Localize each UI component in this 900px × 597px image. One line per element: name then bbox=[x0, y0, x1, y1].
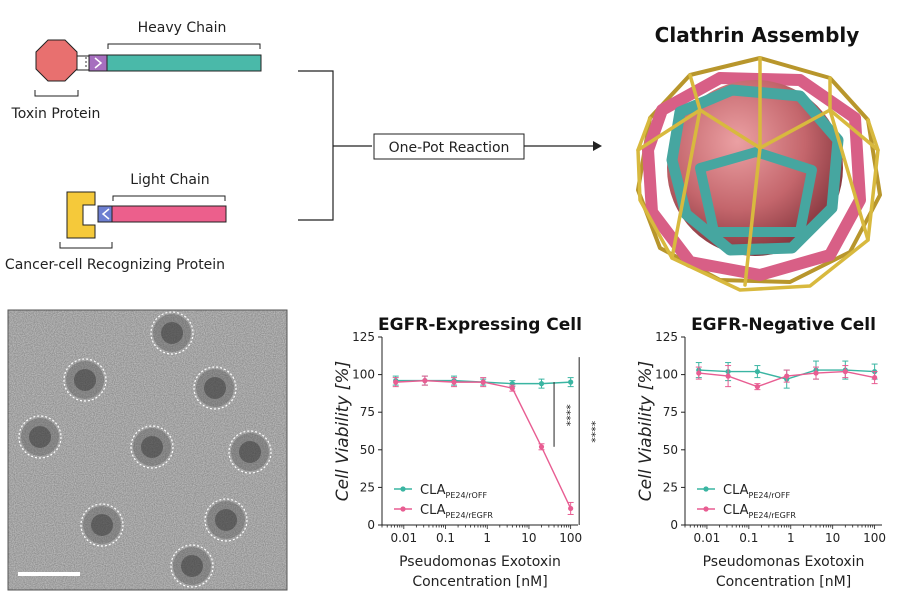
data-point bbox=[422, 378, 428, 384]
significance-label: **** bbox=[585, 421, 598, 444]
x-tick-label: 0.1 bbox=[436, 531, 455, 545]
cage-teal-face bbox=[695, 147, 817, 237]
light-linker bbox=[97, 205, 113, 223]
data-point bbox=[784, 373, 790, 379]
toxin-protein-label: Toxin Protein bbox=[11, 106, 101, 122]
scale-bar bbox=[18, 572, 80, 576]
data-point bbox=[696, 370, 702, 376]
recognizer-protein-shape bbox=[66, 191, 96, 239]
chart-title: EGFR-Negative Cell bbox=[691, 315, 876, 335]
y-tick-label: 25 bbox=[360, 480, 375, 494]
data-point bbox=[872, 375, 878, 381]
x-tick-label: 0.01 bbox=[390, 531, 417, 545]
particle-marker bbox=[18, 415, 62, 459]
chart-egfr-expressing: EGFR-Expressing Cell 0 25 50 75 100 125 0.01 0.1… bbox=[333, 315, 598, 590]
data-point bbox=[509, 385, 515, 391]
particle-marker bbox=[193, 366, 237, 410]
y-axis-label: Cell Viability [%] bbox=[636, 361, 656, 501]
x-tick-label: 10 bbox=[521, 531, 536, 545]
recognizing-protein-label: Cancer-cell Recognizing Protein bbox=[5, 257, 225, 273]
particle-marker bbox=[228, 430, 272, 474]
particle-marker bbox=[170, 544, 214, 588]
data-point bbox=[568, 505, 574, 512]
y-tick-label: 50 bbox=[663, 443, 678, 457]
particle-marker bbox=[63, 358, 107, 402]
legend-entry: CLAPE24/rOFF bbox=[420, 483, 487, 500]
x-axis-label-unit: Concentration [nM] bbox=[412, 574, 547, 590]
y-tick-label: 125 bbox=[352, 330, 375, 344]
x-axis-label: Pseudomonas Exotoxin bbox=[399, 554, 561, 570]
reaction-arrow-icon bbox=[593, 141, 602, 151]
reaction-label: One-Pot Reaction bbox=[389, 140, 510, 156]
tem-micrograph bbox=[7, 309, 288, 591]
x-tick-label: 1 bbox=[787, 531, 795, 545]
legend-entry: CLAPE24/rEGFR bbox=[420, 503, 493, 520]
heavy-chain-construct: Heavy Chain Toxin Protein bbox=[11, 20, 262, 122]
data-point bbox=[754, 384, 761, 390]
chart-title: EGFR-Expressing Cell bbox=[378, 315, 582, 335]
data-point bbox=[451, 379, 457, 385]
heavy-chain-bar bbox=[106, 54, 262, 72]
legend-entry: CLAPE24/rOFF bbox=[723, 483, 790, 500]
toxin-link-segment bbox=[76, 55, 90, 71]
y-tick-label: 25 bbox=[663, 480, 678, 494]
y-tick-label: 100 bbox=[352, 368, 375, 382]
x-tick-label: 10 bbox=[825, 531, 840, 545]
heavy-chain-label: Heavy Chain bbox=[138, 20, 227, 36]
legend-marker bbox=[703, 506, 709, 512]
cage-teal-ring bbox=[666, 84, 844, 256]
data-point bbox=[538, 444, 545, 450]
y-tick-label: 75 bbox=[360, 405, 375, 419]
y-axis-label: Cell Viability [%] bbox=[333, 361, 353, 501]
x-tick-label: 1 bbox=[483, 531, 491, 545]
data-point bbox=[725, 373, 731, 379]
particle-marker bbox=[204, 498, 248, 542]
data-point bbox=[568, 379, 574, 385]
y-tick-label: 50 bbox=[360, 443, 375, 457]
y-tick-label: 125 bbox=[655, 330, 678, 344]
data-point bbox=[538, 381, 545, 387]
y-tick-label: 100 bbox=[655, 368, 678, 382]
light-chain-construct: Light Chain Cancer-cell Recognizing Prot… bbox=[5, 172, 227, 273]
data-point bbox=[393, 379, 399, 385]
y-tick-label: 0 bbox=[367, 518, 375, 532]
heavy-linker bbox=[88, 54, 108, 72]
toxin-protein-shape bbox=[35, 39, 78, 82]
y-tick-label: 0 bbox=[670, 518, 678, 532]
x-tick-label: 0.1 bbox=[739, 531, 758, 545]
x-tick-label: 100 bbox=[863, 531, 886, 545]
significance-label: **** bbox=[560, 404, 573, 427]
legend-marker bbox=[400, 486, 406, 492]
particle-marker bbox=[150, 311, 194, 355]
x-tick-label: 100 bbox=[559, 531, 582, 545]
x-axis-label: Pseudomonas Exotoxin bbox=[703, 554, 865, 570]
cage-pink-ring bbox=[642, 72, 866, 281]
assembly-title: Clathrin Assembly bbox=[655, 23, 860, 47]
x-axis-label-unit: Concentration [nM] bbox=[716, 574, 851, 590]
y-tick-label: 75 bbox=[663, 405, 678, 419]
reaction-bracket: One-Pot Reaction bbox=[298, 70, 602, 221]
x-tick-label: 0.01 bbox=[694, 531, 721, 545]
data-point bbox=[842, 368, 848, 375]
data-point bbox=[480, 379, 486, 385]
data-point bbox=[754, 368, 761, 375]
legend-entry: CLAPE24/rEGFR bbox=[723, 503, 796, 520]
clathrin-cage-illustration bbox=[636, 56, 882, 292]
data-point bbox=[813, 370, 819, 376]
light-chain-label: Light Chain bbox=[130, 172, 209, 188]
legend-marker bbox=[400, 506, 406, 512]
chart-egfr-negative: EGFR-Negative Cell 0 25 50 75 100 125 0.01 0.1 1 1… bbox=[636, 315, 886, 590]
particle-marker bbox=[80, 503, 124, 547]
particle-marker bbox=[130, 425, 174, 469]
legend-marker bbox=[703, 486, 709, 492]
light-chain-bar bbox=[111, 205, 227, 223]
